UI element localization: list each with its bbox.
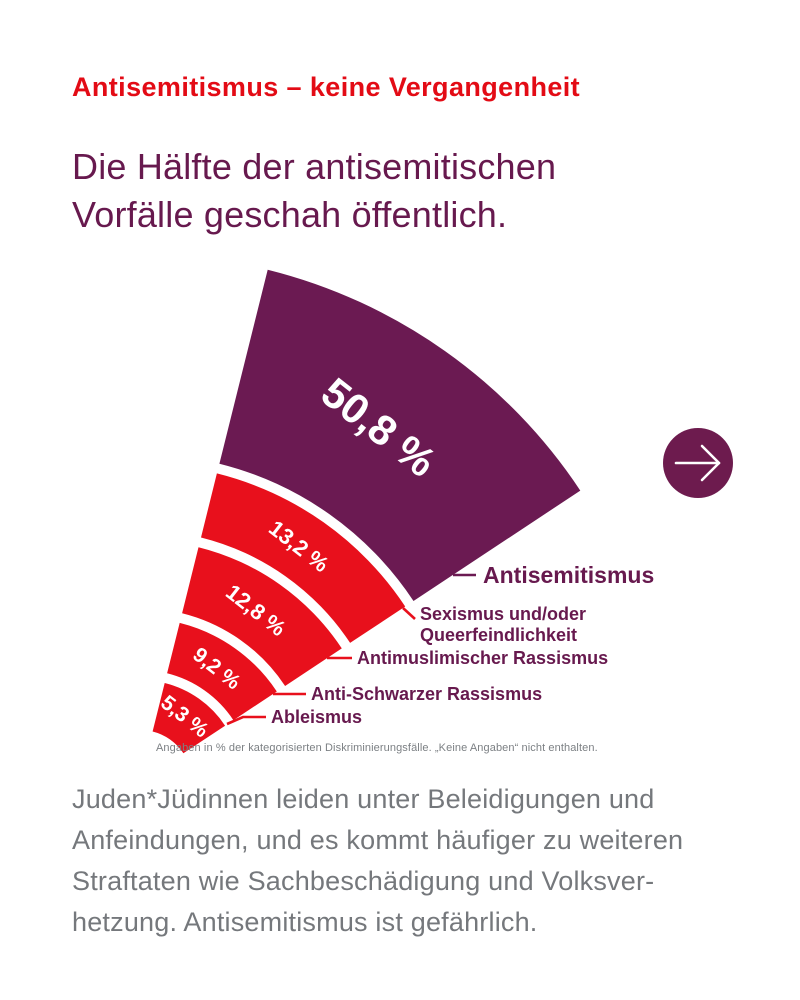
wedge-antisemitismus (219, 269, 581, 601)
page-title: Die Hälfte der antisemitischen Vorfälle … (72, 143, 752, 239)
next-slide-button[interactable] (663, 428, 733, 498)
category-label-anti-schwarzer-rassismus: Anti-Schwarzer Rassismus (311, 684, 542, 704)
category-label-antimuslimischer-rassismus: Antimuslimischer Rassismus (357, 648, 608, 668)
kicker-headline: Antisemitismus – keine Vergangenheit (72, 72, 581, 102)
category-label-sexismus-line1: Sexismus und/oder (420, 604, 586, 624)
chart-footnote: Angaben in % der kategorisierten Diskrim… (156, 742, 598, 754)
leader-line-ableismus (226, 715, 266, 726)
body-line-3: Straftaten wie Sachbeschädigung und Volk… (72, 866, 655, 896)
body-paragraph: Juden*Jüdinnen leiden unter Beleidigunge… (72, 779, 772, 943)
body-line-2: Anfeindungen, und es kommt häufiger zu w… (72, 825, 684, 855)
wedge-sexismus-queerfeindlichkeit (201, 473, 406, 643)
fan-chart-leader-lines (226, 573, 476, 726)
fan-chart-wedges (152, 269, 581, 754)
wedge-anti-schwarzer-rassismus (167, 622, 277, 721)
wedge-ableismus (152, 683, 226, 754)
page-title-line2: Vorfälle geschah öffentlich. (72, 194, 508, 235)
body-line-1: Juden*Jüdinnen leiden unter Beleidigunge… (72, 784, 655, 814)
page-title-line1: Die Hälfte der antisemitischen (72, 146, 557, 187)
category-label-antisemitismus: Antisemitismus (483, 562, 654, 588)
category-label-sexismus-line2: Queerfeindlichkeit (420, 625, 577, 645)
wedge-antimuslimischer-rassismus (182, 547, 342, 686)
leader-line-sexismus-queerfeindlichkeit (402, 607, 416, 620)
body-line-4: hetzung. Antisemitismus ist gefährlich. (72, 907, 538, 937)
arrow-right-icon (674, 444, 721, 482)
category-label-ableismus: Ableismus (271, 707, 362, 727)
